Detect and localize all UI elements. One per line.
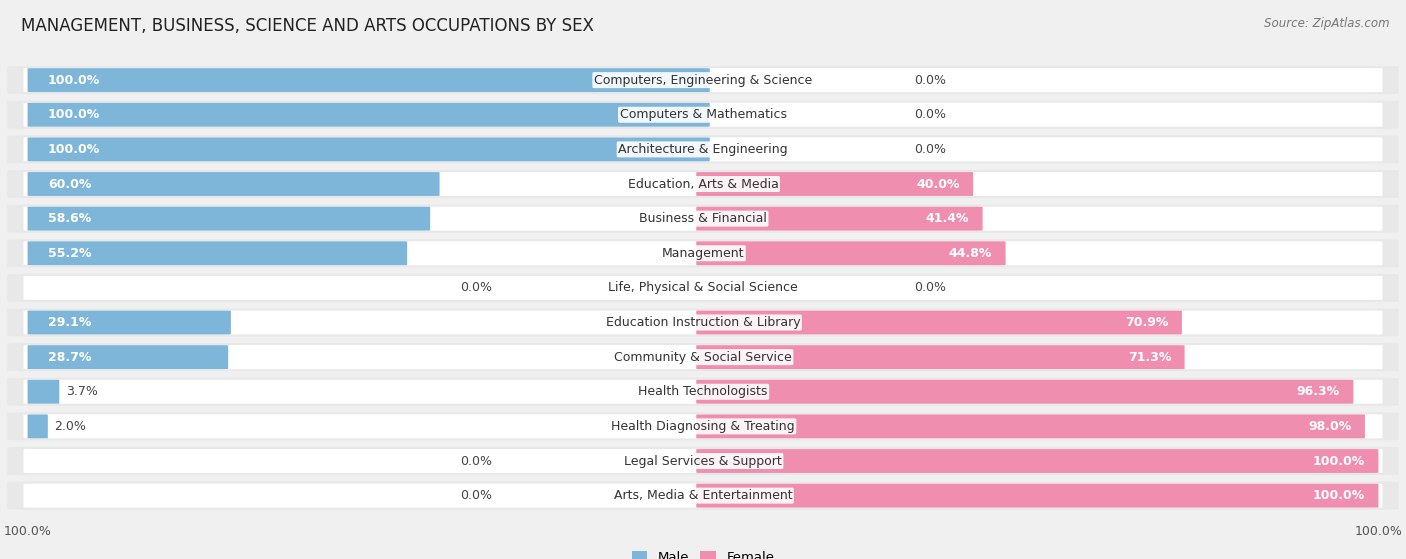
Text: 100.0%: 100.0% [48, 74, 100, 87]
Text: 58.6%: 58.6% [48, 212, 91, 225]
Text: 100.0%: 100.0% [48, 143, 100, 156]
FancyBboxPatch shape [696, 484, 1378, 508]
FancyBboxPatch shape [24, 103, 1382, 127]
FancyBboxPatch shape [24, 449, 1382, 473]
FancyBboxPatch shape [696, 241, 1005, 265]
FancyBboxPatch shape [24, 310, 1382, 334]
FancyBboxPatch shape [7, 239, 1399, 267]
FancyBboxPatch shape [696, 414, 1365, 438]
FancyBboxPatch shape [24, 241, 1382, 266]
Text: 3.7%: 3.7% [66, 385, 98, 398]
Text: Life, Physical & Social Science: Life, Physical & Social Science [609, 281, 797, 295]
Text: Health Technologists: Health Technologists [638, 385, 768, 398]
FancyBboxPatch shape [24, 68, 1382, 92]
Text: 2.0%: 2.0% [55, 420, 86, 433]
Text: Computers, Engineering & Science: Computers, Engineering & Science [593, 74, 813, 87]
FancyBboxPatch shape [696, 207, 983, 230]
FancyBboxPatch shape [28, 311, 231, 334]
FancyBboxPatch shape [28, 345, 228, 369]
Text: Source: ZipAtlas.com: Source: ZipAtlas.com [1264, 17, 1389, 30]
Text: 28.7%: 28.7% [48, 350, 91, 364]
FancyBboxPatch shape [28, 207, 430, 230]
FancyBboxPatch shape [28, 138, 710, 162]
Text: Legal Services & Support: Legal Services & Support [624, 454, 782, 467]
Text: Health Diagnosing & Treating: Health Diagnosing & Treating [612, 420, 794, 433]
FancyBboxPatch shape [24, 380, 1382, 404]
FancyBboxPatch shape [24, 345, 1382, 369]
FancyBboxPatch shape [7, 482, 1399, 510]
Text: 0.0%: 0.0% [914, 143, 946, 156]
Text: Arts, Media & Entertainment: Arts, Media & Entertainment [613, 489, 793, 502]
FancyBboxPatch shape [696, 311, 1182, 334]
Text: 29.1%: 29.1% [48, 316, 91, 329]
FancyBboxPatch shape [696, 449, 1378, 473]
FancyBboxPatch shape [696, 345, 1185, 369]
FancyBboxPatch shape [28, 380, 59, 404]
Text: 71.3%: 71.3% [1128, 350, 1171, 364]
Text: 0.0%: 0.0% [460, 281, 492, 295]
Text: 0.0%: 0.0% [460, 489, 492, 502]
FancyBboxPatch shape [28, 68, 710, 92]
FancyBboxPatch shape [24, 414, 1382, 438]
FancyBboxPatch shape [7, 309, 1399, 337]
Text: Architecture & Engineering: Architecture & Engineering [619, 143, 787, 156]
FancyBboxPatch shape [7, 101, 1399, 129]
FancyBboxPatch shape [24, 207, 1382, 231]
Text: 0.0%: 0.0% [914, 108, 946, 121]
FancyBboxPatch shape [7, 378, 1399, 406]
FancyBboxPatch shape [7, 413, 1399, 440]
Text: 55.2%: 55.2% [48, 247, 91, 260]
Text: 0.0%: 0.0% [914, 281, 946, 295]
FancyBboxPatch shape [7, 447, 1399, 475]
Text: 40.0%: 40.0% [917, 178, 960, 191]
FancyBboxPatch shape [7, 170, 1399, 198]
FancyBboxPatch shape [7, 205, 1399, 233]
FancyBboxPatch shape [7, 66, 1399, 94]
FancyBboxPatch shape [28, 103, 710, 127]
Text: 60.0%: 60.0% [48, 178, 91, 191]
Text: Business & Financial: Business & Financial [640, 212, 766, 225]
Text: Education Instruction & Library: Education Instruction & Library [606, 316, 800, 329]
Text: Community & Social Service: Community & Social Service [614, 350, 792, 364]
FancyBboxPatch shape [28, 172, 440, 196]
FancyBboxPatch shape [24, 172, 1382, 196]
FancyBboxPatch shape [7, 274, 1399, 302]
FancyBboxPatch shape [24, 484, 1382, 508]
FancyBboxPatch shape [24, 138, 1382, 162]
Text: Computers & Mathematics: Computers & Mathematics [620, 108, 786, 121]
Text: 100.0%: 100.0% [48, 108, 100, 121]
Text: 98.0%: 98.0% [1308, 420, 1351, 433]
Text: 70.9%: 70.9% [1125, 316, 1168, 329]
Legend: Male, Female: Male, Female [626, 546, 780, 559]
Text: MANAGEMENT, BUSINESS, SCIENCE AND ARTS OCCUPATIONS BY SEX: MANAGEMENT, BUSINESS, SCIENCE AND ARTS O… [21, 17, 593, 35]
FancyBboxPatch shape [7, 135, 1399, 163]
FancyBboxPatch shape [696, 380, 1354, 404]
Text: Management: Management [662, 247, 744, 260]
Text: 0.0%: 0.0% [914, 74, 946, 87]
Text: 41.4%: 41.4% [925, 212, 969, 225]
Text: 100.0%: 100.0% [1313, 489, 1365, 502]
Text: Education, Arts & Media: Education, Arts & Media [627, 178, 779, 191]
Text: 0.0%: 0.0% [460, 454, 492, 467]
FancyBboxPatch shape [24, 276, 1382, 300]
FancyBboxPatch shape [696, 172, 973, 196]
Text: 44.8%: 44.8% [949, 247, 993, 260]
FancyBboxPatch shape [28, 241, 408, 265]
Text: 100.0%: 100.0% [1313, 454, 1365, 467]
FancyBboxPatch shape [28, 414, 48, 438]
FancyBboxPatch shape [7, 343, 1399, 371]
Text: 96.3%: 96.3% [1296, 385, 1340, 398]
